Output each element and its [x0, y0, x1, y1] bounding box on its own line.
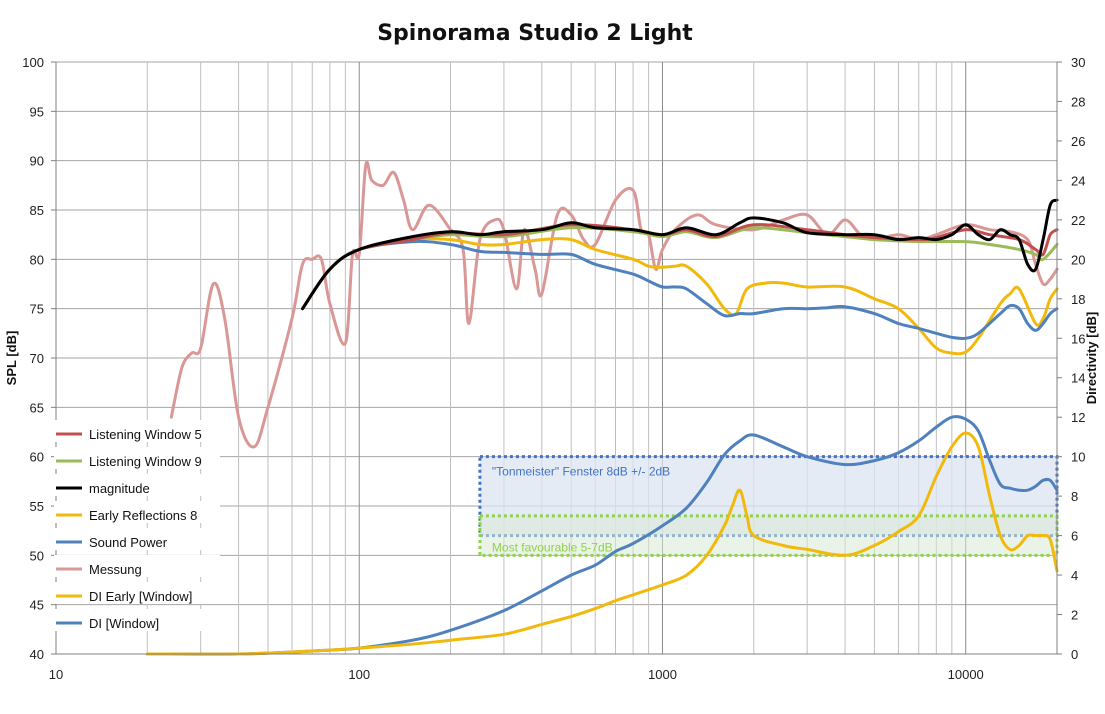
y-tick-label: 80 — [30, 252, 44, 267]
legend-bg — [54, 609, 220, 631]
y2-tick-label: 10 — [1071, 450, 1085, 465]
legend-entry: Listening Window 5 — [89, 427, 202, 442]
legend-bg — [54, 582, 220, 604]
legend-entry: Messung — [89, 562, 142, 577]
series-line-sound-power — [301, 239, 1059, 341]
y2-tick-label: 0 — [1071, 647, 1078, 662]
legend-bg — [54, 447, 220, 469]
legend-entry: Listening Window 9 — [89, 454, 202, 469]
legend-entry: Sound Power — [89, 535, 168, 550]
tonmeister-window-label: "Tonmeister" Fenster 8dB +/- 2dB — [492, 465, 670, 479]
legend: Listening Window 5 Listening Window 9 magn… — [54, 420, 220, 631]
x-tick-label: 100 — [348, 667, 370, 682]
legend-bg — [54, 555, 220, 577]
series-line-di-early-window — [145, 431, 1059, 656]
y-axis-label: SPL [dB] — [4, 331, 19, 386]
chart-title: Spinorama Studio 2 Light — [377, 21, 693, 46]
y2-tick-label: 6 — [1071, 529, 1078, 544]
y2-tick-label: 26 — [1071, 134, 1085, 149]
y2-tick-label: 16 — [1071, 331, 1085, 346]
series-layer — [145, 160, 1059, 656]
y2-tick-label: 12 — [1071, 410, 1085, 425]
legend-entry: DI Early [Window] — [89, 589, 192, 604]
y-tick-label: 70 — [30, 351, 44, 366]
series-line-di-window — [145, 415, 1059, 656]
y-tick-label: 95 — [30, 104, 44, 119]
y-tick-label: 40 — [30, 647, 44, 662]
legend-entry: Early Reflections 8 — [89, 508, 197, 523]
y2-tick-label: 24 — [1071, 173, 1085, 188]
y2-tick-label: 4 — [1071, 568, 1078, 583]
y-tick-label: 90 — [30, 154, 44, 169]
y2-tick-label: 18 — [1071, 292, 1085, 307]
y-tick-label: 100 — [22, 55, 44, 70]
y2-tick-label: 2 — [1071, 608, 1078, 623]
legend-bg — [54, 501, 220, 523]
y-tick-label: 85 — [30, 203, 44, 218]
series-line-early-reflections-8 — [301, 237, 1059, 356]
y2-tick-label: 30 — [1071, 55, 1085, 70]
y-tick-label: 65 — [30, 400, 44, 415]
y-tick-label: 50 — [30, 548, 44, 563]
annotation-layer: "Tonmeister" Fenster 8dB +/- 2dB Most fav… — [478, 455, 1059, 557]
y2-tick-label: 8 — [1071, 489, 1078, 504]
y2-axis-label: Directivity [dB] — [1084, 312, 1099, 404]
y2-tick-label: 28 — [1071, 94, 1085, 109]
legend-entry: magnitude — [89, 481, 150, 496]
x-tick-label: 10000 — [948, 667, 984, 682]
x-tick-label: 10 — [49, 667, 63, 682]
legend-entry: DI [Window] — [89, 616, 159, 631]
favourable-range-box — [478, 514, 1059, 557]
y-tick-label: 55 — [30, 499, 44, 514]
legend-bg — [54, 528, 220, 550]
y2-tick-label: 22 — [1071, 213, 1085, 228]
y-tick-label: 45 — [30, 598, 44, 613]
y-tick-label: 60 — [30, 450, 44, 465]
x-tick-label: 1000 — [648, 667, 677, 682]
favourable-range-label: Most favourable 5-7dB — [492, 540, 613, 554]
y2-tick-label: 14 — [1071, 371, 1085, 386]
legend-bg — [54, 420, 220, 442]
y-tick-label: 75 — [30, 302, 44, 317]
legend-bg — [54, 474, 220, 496]
series-line-magnitude — [301, 198, 1059, 311]
y2-tick-label: 20 — [1071, 252, 1085, 267]
